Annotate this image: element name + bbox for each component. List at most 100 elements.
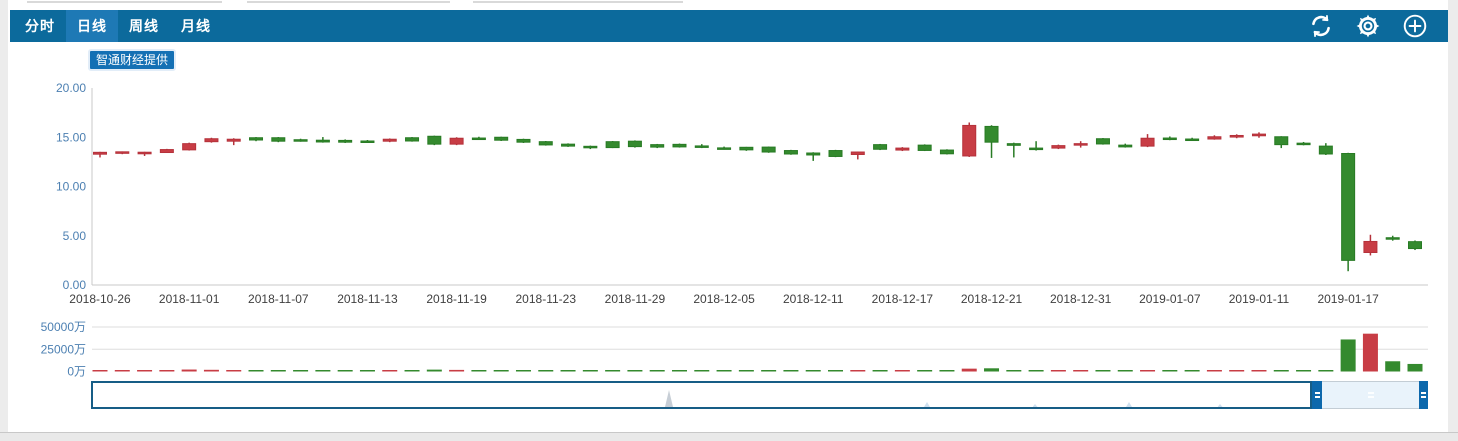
volume-bar-2018-11-05[interactable] xyxy=(226,370,242,372)
volume-bar-2019-01-21[interactable] xyxy=(1385,361,1401,372)
volume-bar-2018-12-18[interactable] xyxy=(917,370,933,372)
candle-2019-01-04[interactable] xyxy=(1140,134,1155,148)
candle-2019-01-08[interactable] xyxy=(1185,137,1200,142)
add-circle-icon[interactable] xyxy=(1402,13,1428,39)
volume-bar-2018-12-20[interactable] xyxy=(961,368,977,372)
candle-2018-11-06[interactable] xyxy=(249,137,264,142)
volume-bar-2018-11-21[interactable] xyxy=(493,370,509,372)
candle-2019-01-21[interactable] xyxy=(1385,235,1400,241)
candle-2018-11-07[interactable] xyxy=(271,137,286,143)
volume-bar-2018-10-26[interactable] xyxy=(92,370,108,372)
candle-2018-12-14[interactable] xyxy=(873,143,888,151)
tab-weekly[interactable]: 周线 xyxy=(129,18,159,34)
volume-bar-2019-01-04[interactable] xyxy=(1140,370,1156,372)
volume-bar-2018-11-23[interactable] xyxy=(538,370,554,372)
volume-bar-2018-11-12[interactable] xyxy=(337,370,353,372)
volume-bar-2018-11-13[interactable] xyxy=(359,370,375,372)
candle-2018-12-17[interactable] xyxy=(895,147,910,152)
candle-2019-01-22[interactable] xyxy=(1408,240,1422,251)
tab-monthly[interactable]: 月线 xyxy=(181,18,211,34)
volume-bar-2018-12-07[interactable] xyxy=(761,370,777,372)
candle-2018-11-15[interactable] xyxy=(405,137,420,142)
volume-bar-2019-01-10[interactable] xyxy=(1229,370,1245,372)
volume-bar-2019-01-18[interactable] xyxy=(1362,333,1378,372)
candle-2018-12-10[interactable] xyxy=(783,149,798,155)
candle-2018-11-12[interactable] xyxy=(338,139,353,143)
volume-bar-2019-01-08[interactable] xyxy=(1184,370,1200,372)
volume-bar-2018-11-15[interactable] xyxy=(404,370,420,372)
volume-bar-2018-11-07[interactable] xyxy=(270,370,286,372)
volume-bar-2018-12-03[interactable] xyxy=(671,370,687,372)
volume-bar-2018-12-11[interactable] xyxy=(805,370,821,372)
volume-bar-2018-11-28[interactable] xyxy=(605,370,621,372)
candle-2018-10-29[interactable] xyxy=(115,151,130,155)
volume-bar-2019-01-02[interactable] xyxy=(1095,370,1111,372)
candle-2018-12-12[interactable] xyxy=(828,149,843,158)
candle-2018-11-28[interactable] xyxy=(605,140,620,149)
candle-2018-11-16[interactable] xyxy=(427,135,442,146)
candle-2018-12-31[interactable] xyxy=(1073,141,1088,148)
settings-gear-icon[interactable] xyxy=(1355,13,1381,39)
candle-2018-12-24[interactable] xyxy=(1006,142,1021,158)
candle-2018-11-02[interactable] xyxy=(204,137,219,143)
candle-2018-12-21[interactable] xyxy=(984,125,999,158)
candle-2018-12-04[interactable] xyxy=(694,144,709,149)
candle-2018-11-08[interactable] xyxy=(293,138,308,142)
volume-bar-2018-11-20[interactable] xyxy=(471,370,487,372)
volume-bar-2018-11-01[interactable] xyxy=(181,369,197,372)
candle-2018-12-20[interactable] xyxy=(962,122,977,157)
candle-2018-10-31[interactable] xyxy=(159,148,174,154)
volume-bar-2019-01-09[interactable] xyxy=(1206,370,1222,372)
volume-bar-2019-01-11[interactable] xyxy=(1251,370,1267,372)
volume-bar-2018-11-27[interactable] xyxy=(582,370,598,372)
candle-2018-11-01[interactable] xyxy=(182,142,197,151)
candle-2018-12-28[interactable] xyxy=(1051,144,1066,150)
candle-2018-12-03[interactable] xyxy=(672,143,687,148)
candle-2018-11-22[interactable] xyxy=(516,138,531,143)
volume-bar-2018-12-13[interactable] xyxy=(850,370,866,372)
candle-2019-01-18[interactable] xyxy=(1363,234,1378,256)
volume-bar-2018-11-02[interactable] xyxy=(203,369,219,372)
volume-bar-2018-11-22[interactable] xyxy=(515,370,531,372)
candle-2019-01-09[interactable] xyxy=(1207,135,1222,140)
candle-2018-11-30[interactable] xyxy=(650,143,665,149)
volume-bar-2018-12-04[interactable] xyxy=(694,370,710,372)
volume-bar-2018-12-14[interactable] xyxy=(872,370,888,372)
volume-bar-2018-12-31[interactable] xyxy=(1073,370,1089,372)
candle-2018-12-27[interactable] xyxy=(1029,141,1044,151)
volume-bar-2018-12-06[interactable] xyxy=(738,370,754,372)
volume-bar-2019-01-22[interactable] xyxy=(1407,363,1423,372)
volume-bar-2018-12-17[interactable] xyxy=(894,370,910,372)
candle-2018-11-21[interactable] xyxy=(494,136,509,141)
navigator-selected-range[interactable] xyxy=(1322,381,1419,409)
candle-2018-11-09[interactable] xyxy=(315,137,330,143)
volume-bar-2019-01-03[interactable] xyxy=(1117,370,1133,372)
volume-bar-2018-10-30[interactable] xyxy=(137,370,153,372)
volume-bar-2018-11-16[interactable] xyxy=(426,369,442,372)
volume-bar-2018-11-29[interactable] xyxy=(627,370,643,372)
volume-bar-2019-01-17[interactable] xyxy=(1340,339,1356,372)
volume-bar-2018-12-19[interactable] xyxy=(939,370,955,372)
tab-intraday[interactable]: 分时 xyxy=(25,18,55,34)
volume-bar-2018-11-08[interactable] xyxy=(293,370,309,372)
candle-2018-12-07[interactable] xyxy=(761,146,776,153)
candle-2018-12-05[interactable] xyxy=(717,146,732,150)
candle-2018-11-19[interactable] xyxy=(449,137,464,146)
volume-bar-2018-11-06[interactable] xyxy=(248,370,264,372)
volume-bar-2019-01-14[interactable] xyxy=(1273,370,1289,372)
volume-bar-2018-11-09[interactable] xyxy=(315,370,331,372)
candle-2018-12-06[interactable] xyxy=(739,146,754,151)
volume-bar-2018-11-30[interactable] xyxy=(649,370,665,372)
candle-2019-01-02[interactable] xyxy=(1095,138,1110,145)
candle-2019-01-16[interactable] xyxy=(1318,143,1333,155)
candle-2019-01-07[interactable] xyxy=(1162,136,1177,141)
candle-2019-01-11[interactable] xyxy=(1251,132,1266,138)
tab-daily[interactable]: 日线 xyxy=(66,10,118,42)
volume-bar-2018-12-12[interactable] xyxy=(828,370,844,372)
candle-2019-01-14[interactable] xyxy=(1274,136,1289,149)
candle-2018-11-14[interactable] xyxy=(382,138,397,143)
navigator-right-handle[interactable] xyxy=(1419,381,1428,409)
candle-2018-12-13[interactable] xyxy=(850,151,865,160)
candle-2018-11-05[interactable] xyxy=(226,138,241,146)
candle-2018-11-23[interactable] xyxy=(538,140,553,146)
